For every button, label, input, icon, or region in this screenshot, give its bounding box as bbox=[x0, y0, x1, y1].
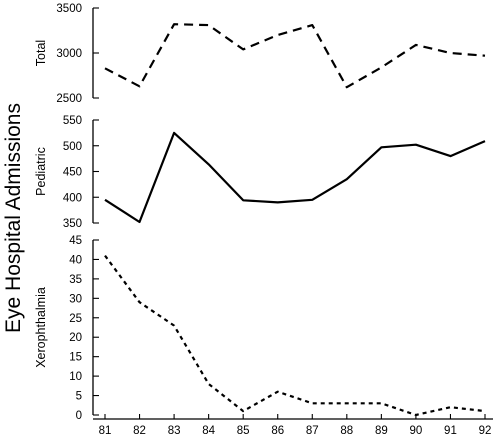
x-tick-label: 83 bbox=[168, 425, 181, 437]
y-tick-label-total: 3500 bbox=[56, 3, 82, 15]
y-tick-label-xerophthalmia: 45 bbox=[69, 235, 82, 247]
x-tick-label: 91 bbox=[444, 425, 457, 437]
y-tick-label-xerophthalmia: 5 bbox=[76, 391, 82, 403]
y-tick-label-total: 3000 bbox=[56, 48, 82, 60]
y-tick-label-pediatric: 350 bbox=[63, 218, 82, 230]
panels: 250030003500Total350400450500550Pediatri… bbox=[34, 3, 486, 422]
series-line-total bbox=[104, 23, 486, 89]
panel-pediatric: 350 400 450 500 550 Pediatric bbox=[34, 115, 486, 230]
y-tick-label-xerophthalmia: 25 bbox=[69, 313, 82, 325]
panel-label-total: Total bbox=[34, 40, 48, 66]
y-tick-label-xerophthalmia: 0 bbox=[76, 410, 82, 422]
x-tick-label: 92 bbox=[479, 425, 492, 437]
y-tick-label-pediatric: 550 bbox=[63, 115, 82, 127]
x-tick-label: 85 bbox=[237, 425, 250, 437]
panel-label-pediatric: Pediatric bbox=[34, 147, 48, 196]
y-tick-label-pediatric: 450 bbox=[63, 167, 82, 179]
series-line-xerophthalmia bbox=[104, 254, 486, 417]
x-tick-label: 81 bbox=[99, 425, 112, 437]
y-tick-label-xerophthalmia: 10 bbox=[69, 371, 82, 383]
main-y-axis-label: Eye Hospital Admissions bbox=[2, 103, 25, 333]
x-axis: 81 82 83 84 85 86 87 88 89 90 91 92 bbox=[93, 414, 493, 437]
panel-total: 2500 3000 3500 Total bbox=[34, 3, 486, 105]
panel-xerophthalmia: 0 5 10 15 20 25 30 35 40 45 Xerophthalmia bbox=[34, 235, 486, 422]
x-tick-label: 82 bbox=[133, 425, 146, 437]
y-tick-label-xerophthalmia: 40 bbox=[69, 254, 82, 266]
x-tick-label: 89 bbox=[375, 425, 388, 437]
x-tick-label: 90 bbox=[410, 425, 423, 437]
y-tick-label-total: 2500 bbox=[56, 93, 82, 105]
y-tick-label-xerophthalmia: 20 bbox=[69, 332, 82, 344]
y-tick-label-xerophthalmia: 15 bbox=[69, 352, 82, 364]
y-tick-label-pediatric: 400 bbox=[63, 192, 82, 204]
y-tick-label-xerophthalmia: 30 bbox=[69, 293, 82, 305]
y-tick-label-pediatric: 500 bbox=[63, 141, 82, 153]
x-tick-label: 86 bbox=[271, 425, 284, 437]
x-tick-label: 84 bbox=[202, 425, 215, 437]
x-tick-label: 87 bbox=[306, 425, 319, 437]
panel-label-xerophthalmia: Xerophthalmia bbox=[34, 287, 48, 368]
series-line-pediatric bbox=[104, 131, 486, 224]
y-tick-label-xerophthalmia: 35 bbox=[69, 274, 82, 286]
x-tick-label: 88 bbox=[340, 425, 353, 437]
